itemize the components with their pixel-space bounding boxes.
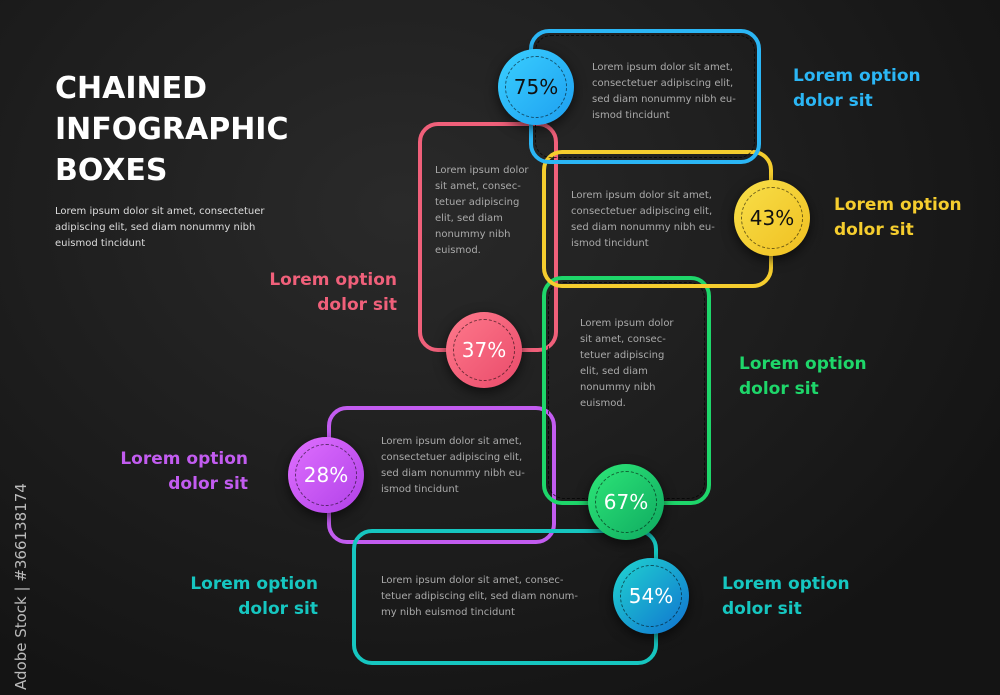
item-label: Lorem option dolor sit bbox=[793, 66, 921, 111]
percent-badge: 28% bbox=[288, 437, 364, 513]
item-label: Lorem option dolor sit bbox=[190, 574, 318, 619]
item-text: Lorem ipsum dolor sit amet, consec-tetue… bbox=[435, 165, 529, 256]
item-label: Lorem option dolor sit bbox=[120, 449, 248, 494]
percent-badge: 54% bbox=[613, 558, 689, 634]
item-text: Lorem ipsum dolor sit amet, consectetuer… bbox=[571, 190, 715, 249]
item-label: Lorem option dolor sit bbox=[739, 354, 867, 399]
percent-badge: 37% bbox=[446, 312, 522, 388]
item-text: Lorem ipsum dolor sit amet, consec-tetue… bbox=[381, 575, 579, 618]
item-text: Lorem ipsum dolor sit amet, consectetuer… bbox=[592, 62, 736, 121]
percent-badge: 67% bbox=[588, 464, 664, 540]
item-text: Lorem ipsum dolor sit amet, consectetuer… bbox=[381, 436, 525, 495]
item-text: Lorem ipsum dolor sit amet, consec-tetue… bbox=[580, 318, 674, 409]
watermark: Adobe Stock | #366138174 bbox=[12, 483, 30, 690]
intro-text: Lorem ipsum dolor sit amet, consectetuer… bbox=[55, 206, 265, 249]
percent-badge: 75% bbox=[498, 49, 574, 125]
item-label: Lorem option dolor sit bbox=[834, 195, 962, 240]
page-title: CHAINED INFOGRAPHIC BOXES bbox=[55, 71, 289, 188]
item-label: Lorem option dolor sit bbox=[722, 574, 850, 619]
percent-badge: 43% bbox=[734, 180, 810, 256]
item-label: Lorem option dolor sit bbox=[269, 270, 397, 315]
